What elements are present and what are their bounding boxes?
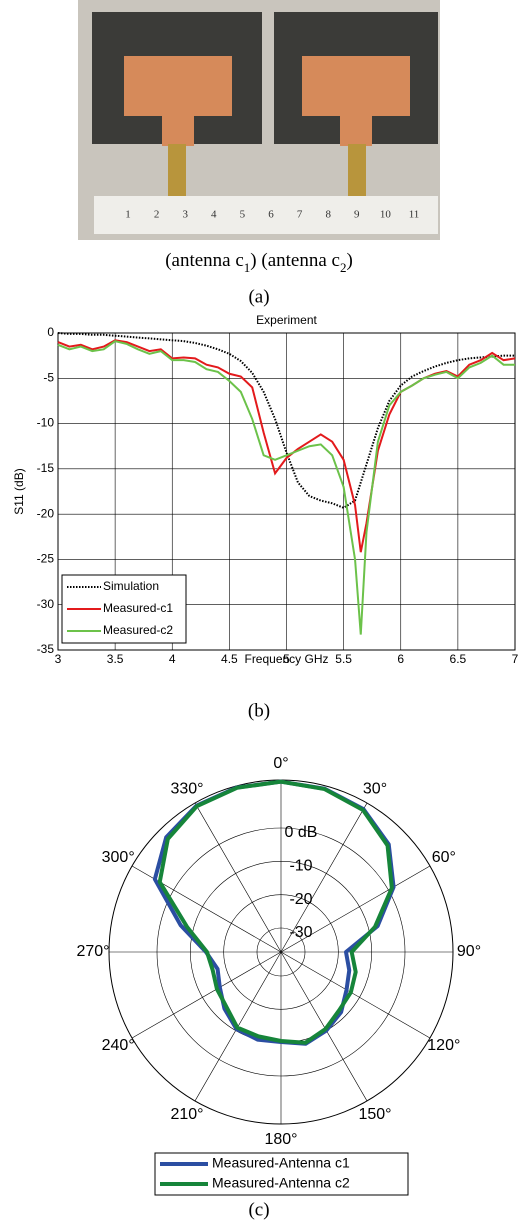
charts: Experiment 3 3.5 4 4.5 5 5.5 6 6.5 7 0 -5 -10 -15 -20 -… — [12, 313, 518, 1220]
ruler-labels: 1 2 3 4 5 6 7 8 9 10 11 — [125, 209, 419, 221]
ring — [156, 827, 406, 1077]
ruler — [94, 196, 438, 234]
spoke — [131, 951, 282, 1039]
series-line — [57, 340, 515, 635]
y-tick-label: 0 — [47, 325, 54, 339]
y-tick-label: -30 — [37, 597, 55, 611]
ruler-label: 2 — [154, 209, 160, 221]
y-tick-label: -15 — [37, 461, 55, 475]
x-tick-label: 4.5 — [221, 652, 238, 666]
caption-part: ) — [250, 250, 256, 271]
spoke — [194, 802, 282, 953]
x-tick-label: 3.5 — [107, 652, 124, 666]
theta-tick-label: 60° — [432, 849, 456, 866]
patch — [302, 56, 410, 116]
series-line — [157, 779, 394, 1045]
photo: 1 2 3 4 5 6 7 8 9 10 11 (antenna c1) (antenna c2) … — [78, 0, 440, 307]
r-tick-label: 0 dB — [285, 824, 318, 841]
x-tick-label: 6.5 — [450, 652, 467, 666]
theta-tick-label: 240° — [102, 1037, 135, 1054]
legend-label: Measured-Antenna c1 — [212, 1155, 350, 1171]
ruler-label: 8 — [325, 209, 331, 221]
theta-tick-label: 0° — [273, 755, 288, 772]
photo-caption: (antenna c1) (antenna c2) — [165, 250, 353, 275]
ruler-label: 10 — [380, 209, 392, 221]
x-tick-label: 3 — [55, 652, 62, 666]
panel-label: (c) — [248, 1199, 269, 1220]
panel-label: (a) — [248, 286, 269, 307]
theta-tick-label: 150° — [358, 1106, 391, 1123]
y-tick-label: -10 — [37, 416, 55, 430]
feed — [340, 116, 372, 146]
ring — [256, 927, 306, 977]
theta-tick-label: 180° — [264, 1131, 297, 1148]
ruler-label: 3 — [182, 209, 188, 221]
theta-tick-label: 120° — [427, 1037, 460, 1054]
r-tick-label: -30 — [289, 924, 312, 941]
r-tick-label: -10 — [289, 858, 312, 875]
x-tick-label: 5.5 — [335, 652, 352, 666]
x-axis-label: Frequency GHz — [244, 652, 328, 666]
y-tick-label: -25 — [37, 552, 55, 566]
legend-label: Measured-Antenna c2 — [212, 1175, 350, 1191]
legend-box — [154, 1152, 409, 1196]
theta-tick-label: 270° — [76, 943, 109, 960]
ring — [223, 894, 339, 1010]
theta-tick-label: 300° — [102, 849, 135, 866]
x-tick-label: 5 — [283, 652, 290, 666]
y-tick-label: -35 — [37, 642, 55, 656]
chart-title: Experiment — [256, 313, 317, 327]
plot-frame — [57, 332, 516, 651]
x-tick-label: 4 — [169, 652, 176, 666]
caption-part: (antenna c — [261, 250, 340, 271]
connector — [168, 144, 186, 196]
caption-part: 1 — [244, 260, 251, 275]
feed — [162, 116, 194, 146]
caption-part: (antenna c — [165, 250, 244, 271]
spoke — [280, 802, 368, 953]
ruler-label: 1 — [125, 209, 131, 221]
theta-tick-label: 90° — [457, 943, 481, 960]
r-tick-label: -20 — [289, 891, 312, 908]
legend-label: Simulation — [103, 579, 159, 593]
caption-part: ) — [346, 250, 352, 271]
ruler-label: 9 — [354, 209, 360, 221]
spoke — [280, 951, 431, 1039]
ruler-label: 11 — [409, 209, 420, 221]
ruler-label: 4 — [211, 209, 217, 221]
x-tick-label: 6 — [397, 652, 404, 666]
ruler-label: 7 — [297, 209, 303, 221]
patch — [124, 56, 232, 116]
theta-tick-label: 330° — [170, 780, 203, 797]
ruler-label: 6 — [268, 209, 274, 221]
ruler-label: 5 — [240, 209, 246, 221]
caption-part: 2 — [340, 260, 347, 275]
y-tick-label: -20 — [37, 506, 55, 520]
spoke — [280, 865, 431, 953]
y-axis-label: S11 (dB) — [12, 468, 26, 514]
series-line — [57, 332, 515, 509]
panel-label: (b) — [248, 700, 270, 721]
x-tick-label: 7 — [512, 652, 519, 666]
connector — [348, 144, 366, 196]
y-tick-label: -5 — [43, 370, 54, 384]
spoke — [280, 951, 368, 1102]
theta-tick-label: 30° — [363, 780, 387, 797]
legend-label: Measured-c1 — [103, 601, 173, 615]
legend-label: Measured-c2 — [103, 623, 173, 637]
theta-tick-label: 210° — [170, 1106, 203, 1123]
